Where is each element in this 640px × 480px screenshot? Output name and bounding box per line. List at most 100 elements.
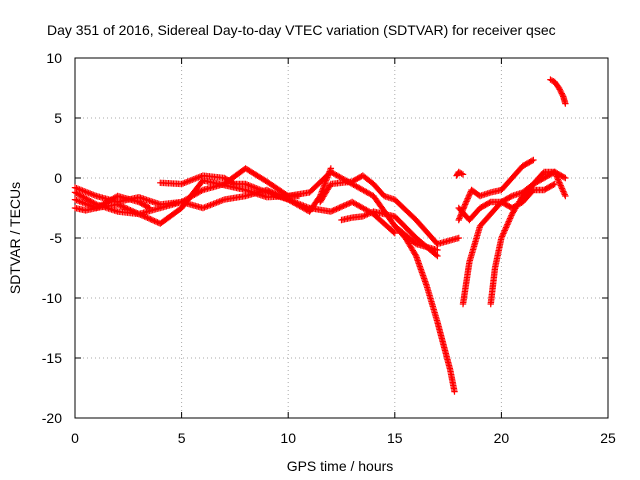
data-point [359,213,367,220]
data-point [128,207,136,214]
data-point [501,227,508,234]
x-axis-label: GPS time / hours [287,458,394,474]
data-point [555,84,563,92]
data-point [340,202,347,210]
data-point [556,86,563,93]
data-point [412,251,419,258]
data-point [458,170,465,177]
data-point [530,156,537,164]
data-point [331,206,339,213]
data-point [147,215,154,223]
data-point [145,204,152,211]
data-point [558,183,565,191]
data-point [550,181,557,188]
data-point [132,209,140,216]
data-point [152,218,160,225]
data-point [146,204,153,212]
data-point [141,213,148,220]
series-track-8 [391,222,458,395]
data-point [465,192,473,199]
data-point [432,251,440,259]
data-point [327,165,335,172]
data-point [455,234,462,242]
data-point [504,219,512,227]
data-point [500,228,508,236]
data-point [117,202,124,209]
data-point [343,201,350,208]
data-point [486,199,493,206]
data-point [122,205,130,212]
data-point [499,231,506,239]
series-track-11 [459,168,569,308]
series-track-4 [71,192,153,214]
data-point [558,185,566,192]
data-point [553,173,560,180]
y-axis-label: SDTVAR / TECUs [7,182,23,294]
data-point [135,210,143,218]
data-point [120,203,127,211]
y-tick-label: 0 [54,170,62,186]
data-point [560,188,567,195]
data-point [151,217,158,225]
data-point [367,209,374,217]
data-point [336,204,343,211]
data-point [463,198,470,205]
data-point [504,221,511,228]
data-point [131,208,138,216]
ticks: 0 5 10 15 20 25 -20 -15 -10 -5 0 5 10 [42,50,616,446]
grid [75,58,608,418]
data-point [391,230,398,237]
series-track-10 [453,168,467,179]
data-point [334,205,342,212]
y-tick-label: -20 [42,410,62,426]
data-point [144,214,151,222]
data-point [462,199,469,207]
data-point [127,206,134,214]
y-tick-label: -15 [42,350,62,366]
data-point [365,210,373,217]
data-point [337,203,344,211]
data-point [230,180,237,187]
data-point [330,207,337,214]
x-tick-label: 25 [600,430,616,446]
y-tick-label: -5 [50,230,63,246]
data-point [434,252,441,260]
data-point [344,200,352,208]
data-point [140,212,147,220]
data-point [149,217,157,224]
x-tick-label: 0 [71,430,79,446]
series-track-14 [547,76,569,107]
data-point [557,89,565,96]
data-point [562,100,569,107]
data-point [142,214,150,221]
data-point [121,204,128,211]
data-point [145,215,153,222]
data-point [559,186,566,194]
series-track-5 [157,165,335,215]
x-tick-label: 20 [494,430,510,446]
data-point [459,171,467,178]
data-point [434,246,441,254]
series-track-9 [455,156,537,224]
plot-frame [74,57,609,419]
data-point [560,189,568,197]
data-point [561,191,568,198]
data-point [364,211,371,218]
data-point [502,225,509,233]
data-point [114,201,121,208]
data-point [498,234,505,242]
y-tick-label: -10 [42,290,62,306]
data-point [329,207,336,215]
series-track-13 [455,180,558,224]
data-point [451,388,458,395]
data-point [562,192,569,200]
data-point [464,195,471,202]
data-point [125,206,133,213]
x-tick-label: 5 [178,430,186,446]
data-point [506,216,513,224]
data-point [551,180,558,188]
data-point [148,216,155,223]
chart-title: Day 351 of 2016, Sidereal Day-to-day VTE… [47,22,556,38]
data-point [390,228,397,236]
data-point [362,211,370,219]
